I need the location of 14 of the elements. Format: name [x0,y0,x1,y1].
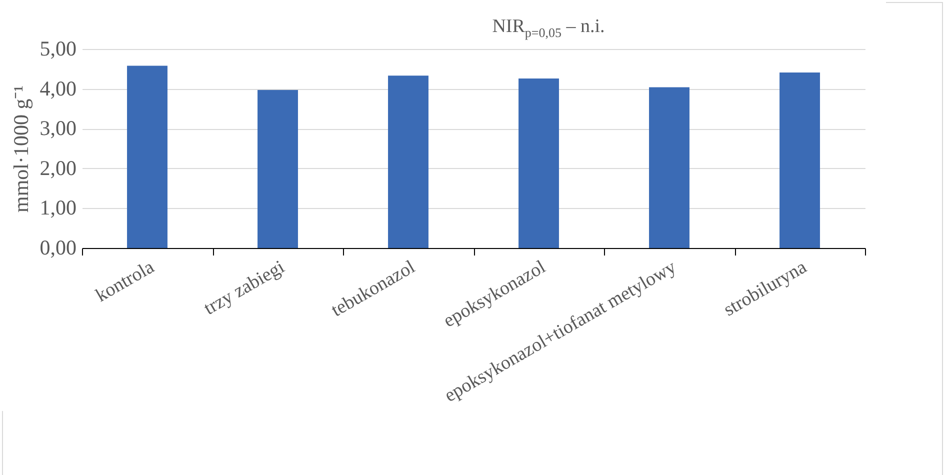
y-tick-label: 4,00 [40,76,76,100]
bar [780,72,820,248]
y-tick-label: 3,00 [40,116,76,140]
y-tick-label: 1,00 [40,196,76,220]
y-tick-label: 2,00 [40,156,76,180]
y-tick-label: 5,00 [40,36,76,60]
bar [518,78,559,248]
bar [649,87,690,248]
bar [388,76,428,248]
y-axis-title: mmol·1000 g⁻¹ [8,85,33,213]
bar [127,66,168,248]
bar [258,90,298,248]
y-tick-label: 0,00 [40,236,76,260]
text: NIR$_{p=0,05}$ – n.i. [492,16,605,40]
